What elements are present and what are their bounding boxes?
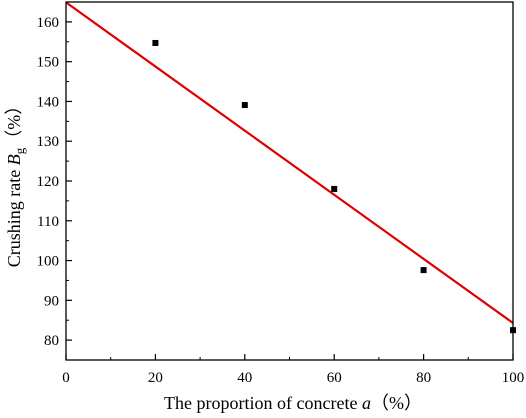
data-point-1 — [152, 39, 159, 46]
x-axis-variable: a — [362, 393, 371, 413]
fit-line — [65, 1, 514, 324]
plot-frame — [65, 1, 514, 361]
y-tick-label: 90 — [44, 293, 59, 309]
x-axis-title-text: The proportion of concrete — [164, 393, 362, 413]
y-tick-label: 140 — [37, 94, 60, 110]
x-axis-title: The proportion of concrete a（%） — [164, 393, 422, 413]
y-tick-label: 80 — [44, 333, 59, 349]
data-point-4 — [420, 267, 427, 274]
y-tick-label: 160 — [37, 15, 60, 31]
y-axis-variable: B — [4, 154, 24, 165]
x-axis-unit: （%） — [371, 393, 422, 413]
y-axis-unit: （%） — [4, 97, 24, 148]
fit-line-layer — [65, 1, 514, 324]
y-axis-title-text: Crushing rate — [4, 165, 24, 267]
y-tick-label: 110 — [37, 214, 59, 230]
axes-layer: 0 20 40 60 80 100 80 90 100 110 120 130 140 150 160 — [37, 1, 525, 386]
y-tick-label: 130 — [37, 134, 60, 150]
x-tick-label: 40 — [237, 370, 252, 386]
data-point-2 — [241, 102, 248, 109]
y-tick-label: 150 — [37, 55, 60, 71]
data-point-3 — [331, 185, 338, 192]
x-tick-label: 60 — [327, 370, 342, 386]
y-tick-label: 120 — [37, 174, 60, 190]
x-tick-label: 0 — [62, 370, 70, 386]
x-tick-label: 20 — [148, 370, 163, 386]
y-tick-label: 100 — [37, 254, 60, 270]
y-axis-title: Crushing rate Bg（%） — [4, 97, 27, 267]
points-layer — [152, 39, 516, 334]
x-tick-label: 100 — [502, 370, 525, 386]
x-tick-label: 80 — [416, 370, 431, 386]
y-axis-subscript: g — [12, 147, 27, 154]
